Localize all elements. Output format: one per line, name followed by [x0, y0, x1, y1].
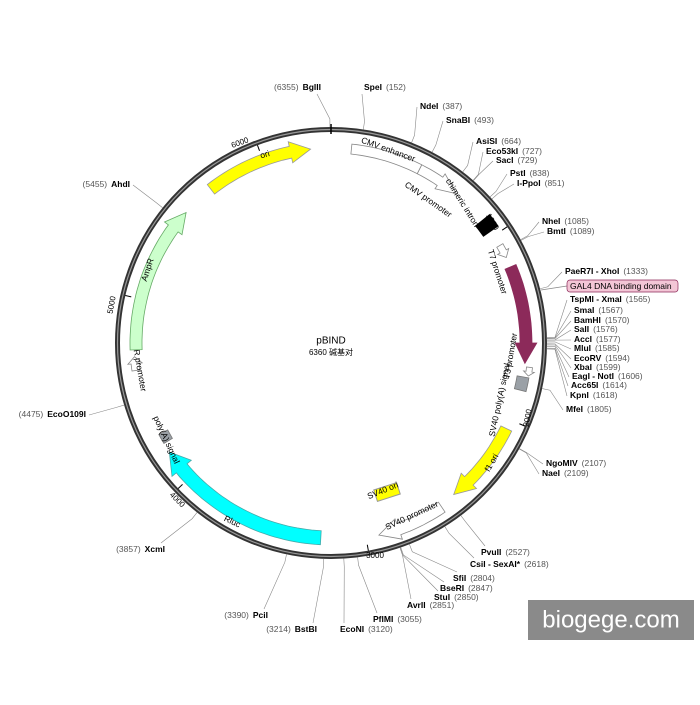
- site-name: PvuII: [481, 547, 501, 557]
- site-name: SacI: [496, 155, 514, 165]
- site-position: (2804): [470, 573, 495, 583]
- feature-arc: [514, 376, 529, 392]
- site-position: (387): [442, 101, 462, 111]
- site-position: (1614): [602, 380, 627, 390]
- site-label: (3857) XcmI: [116, 544, 165, 554]
- site-name: TspMI - XmaI: [570, 294, 622, 304]
- site-name: KpnI: [570, 390, 589, 400]
- site-name: NaeI: [542, 468, 560, 478]
- site-name: MfeI: [566, 404, 583, 414]
- site-position: (4475): [19, 409, 44, 419]
- site-position: (3055): [397, 614, 422, 624]
- site-name: SnaBI: [446, 115, 470, 125]
- site-position: (2109): [564, 468, 589, 478]
- site-label: SfiI (2804): [453, 573, 495, 583]
- site-name: SalI: [574, 324, 589, 334]
- site-name: PaeR7I - XhoI: [565, 266, 619, 276]
- site-label: NheI (1085): [542, 216, 589, 226]
- site-position: (1089): [570, 226, 595, 236]
- site-name: AhdI: [111, 179, 130, 189]
- site-name: NgoMIV: [546, 458, 578, 468]
- site-name: SfiI: [453, 573, 466, 583]
- site-position: (493): [474, 115, 494, 125]
- site-label: (6355) BglII: [274, 82, 321, 92]
- site-name: BglII: [303, 82, 321, 92]
- site-position: (1567): [598, 305, 623, 315]
- site-label: PvuII (2527): [481, 547, 530, 557]
- site-name: SmaI: [574, 305, 594, 315]
- site-name: EcoO109I: [47, 409, 86, 419]
- site-label: (3390) PciI: [224, 610, 268, 620]
- site-name: BstBI: [295, 624, 317, 634]
- site-position: (1565): [626, 294, 651, 304]
- site-label: MfeI (1805): [566, 404, 612, 414]
- site-position: (729): [518, 155, 538, 165]
- site-name: SpeI: [364, 82, 382, 92]
- site-label: PflMI (3055): [373, 614, 422, 624]
- site-label: SalI (1576): [574, 324, 618, 334]
- site-label: BmtI (1089): [547, 226, 595, 236]
- site-label: SnaBI (493): [446, 115, 494, 125]
- scale-label: 3000: [366, 551, 384, 560]
- site-position: (6355): [274, 82, 299, 92]
- site-position: (1085): [564, 216, 589, 226]
- site-position: (2107): [582, 458, 607, 468]
- site-name: I-PpoI: [517, 178, 541, 188]
- site-name: NdeI: [420, 101, 438, 111]
- site-name: NheI: [542, 216, 560, 226]
- site-name: MluI: [574, 343, 591, 353]
- site-label: SacI (729): [496, 155, 538, 165]
- site-label: AvrII (2851): [407, 600, 454, 610]
- plasmid-name: pBIND: [316, 336, 345, 347]
- site-name: AvrII: [407, 600, 426, 610]
- site-position: (2618): [524, 559, 549, 569]
- site-label: CsiI - SexAI*(2618): [470, 559, 549, 569]
- site-label: PaeR7I - XhoI (1333): [565, 266, 648, 276]
- site-position: (1618): [593, 390, 618, 400]
- site-name: PciI: [253, 610, 268, 620]
- site-label: MluI (1585): [574, 343, 620, 353]
- watermark: biogege.com: [542, 606, 679, 633]
- site-label: NgoMIV (2107): [546, 458, 606, 468]
- site-name: PflMI: [373, 614, 393, 624]
- site-label: KpnI (1618): [570, 390, 618, 400]
- site-position: (2851): [430, 600, 455, 610]
- site-name: Acc65I: [571, 380, 598, 390]
- site-position: (1805): [587, 404, 612, 414]
- site-name: XcmI: [145, 544, 165, 554]
- site-label: SmaI (1567): [574, 305, 623, 315]
- site-position: (851): [545, 178, 565, 188]
- plasmid-size: 6360 碱基对: [309, 347, 353, 357]
- site-position: (5455): [83, 179, 108, 189]
- site-position: (1333): [623, 266, 648, 276]
- site-position: (1585): [595, 343, 620, 353]
- site-position: (3214): [266, 624, 291, 634]
- site-label: NaeI (2109): [542, 468, 589, 478]
- site-position: (838): [530, 168, 550, 178]
- site-position: (2527): [505, 547, 530, 557]
- site-label: (4475)EcoO109I: [19, 409, 86, 419]
- site-position: (1576): [593, 324, 618, 334]
- site-name: AsiSI: [476, 136, 497, 146]
- site-label: SpeI (152): [364, 82, 406, 92]
- site-name: EcoNI: [340, 624, 364, 634]
- site-position: (2850): [454, 592, 479, 602]
- site-position: (3390): [224, 610, 249, 620]
- site-position: (3120): [368, 624, 393, 634]
- site-position: (3857): [116, 544, 141, 554]
- site-label: TspMI - XmaI (1565): [570, 294, 651, 304]
- site-label: PstI (838): [510, 168, 550, 178]
- site-position: (152): [386, 82, 406, 92]
- site-name: PstI: [510, 168, 526, 178]
- site-label: (5455)AhdI: [83, 179, 130, 189]
- feature-label: GAL4 DNA binding domain: [570, 281, 672, 291]
- site-name: BmtI: [547, 226, 566, 236]
- site-position: (664): [501, 136, 521, 146]
- site-name: CsiI - SexAI*: [470, 559, 521, 569]
